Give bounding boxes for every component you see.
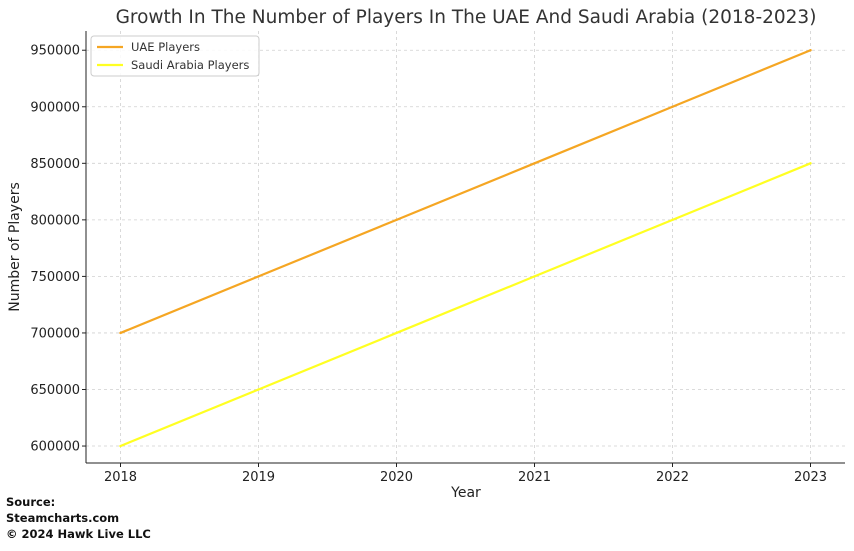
y-axis-label: Number of Players <box>7 182 23 312</box>
data-point-1-0 <box>119 444 122 448</box>
series-lines <box>119 49 812 448</box>
data-point-0-4 <box>671 105 674 108</box>
data-point-1-1 <box>257 388 260 391</box>
grid <box>86 31 845 463</box>
series-line-0 <box>119 49 812 335</box>
x-tick-label: 2023 <box>794 470 827 485</box>
y-tick-label: 650000 <box>30 383 80 398</box>
y-tick-label: 850000 <box>30 157 80 172</box>
data-point-0-2 <box>395 218 398 222</box>
x-axis-ticks: 2018 2019 2020 2021 2022 2023 <box>104 463 827 485</box>
data-point-1-4 <box>671 218 674 222</box>
chart-title: Growth In The Number of Players In The U… <box>116 7 817 28</box>
x-axis-label: Year <box>450 485 481 501</box>
source-label: Source: <box>6 495 56 509</box>
axes <box>85 31 845 464</box>
data-point-0-5 <box>809 49 812 52</box>
data-point-0-0 <box>119 331 122 335</box>
y-tick-label: 800000 <box>30 213 80 228</box>
legend-box <box>90 35 260 77</box>
x-tick-label: 2018 <box>104 470 137 485</box>
data-point-1-5 <box>809 162 812 165</box>
x-tick-label: 2021 <box>518 470 551 485</box>
series-line-1 <box>119 162 812 448</box>
data-point-1-2 <box>395 331 398 335</box>
x-tick-label: 2020 <box>380 470 413 485</box>
y-tick-label: 950000 <box>30 44 80 59</box>
legend: UAE Players Saudi Arabia Players <box>90 35 260 77</box>
data-point-1-3 <box>533 275 536 278</box>
data-point-0-1 <box>257 275 260 278</box>
data-point-0-3 <box>533 162 536 165</box>
y-tick-label: 900000 <box>30 100 80 115</box>
x-tick-label: 2019 <box>242 470 275 485</box>
copyright: © 2024 Hawk Live LLC <box>6 527 151 541</box>
legend-label: Saudi Arabia Players <box>131 58 249 72</box>
y-axis-ticks: 600000 650000 700000 750000 800000 850000 9000… <box>30 44 86 455</box>
x-tick-label: 2022 <box>656 470 689 485</box>
y-tick-label: 750000 <box>30 270 80 285</box>
source-site: Steamcharts.com <box>6 511 120 525</box>
legend-label: UAE Players <box>131 40 200 54</box>
y-tick-label: 700000 <box>30 326 80 341</box>
y-tick-label: 600000 <box>30 440 80 455</box>
